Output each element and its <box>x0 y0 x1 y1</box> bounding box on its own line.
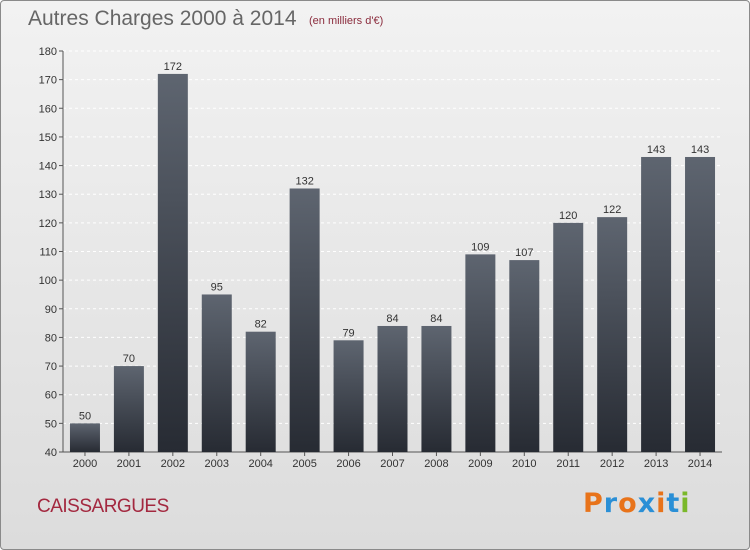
bar-2008 <box>421 325 452 452</box>
bar-2005 <box>289 188 320 452</box>
y-tick-label: 180 <box>39 46 57 58</box>
bars <box>69 73 716 453</box>
x-tick-label-2006: 2006 <box>336 458 360 470</box>
y-tick-label: 130 <box>39 189 57 201</box>
y-tick-label: 90 <box>45 304 57 316</box>
proxiti-logo: Proxiti <box>583 488 691 519</box>
x-tick-label-2010: 2010 <box>512 458 536 470</box>
bar-2011 <box>553 222 584 452</box>
bar-2009 <box>465 254 496 452</box>
bar-2010 <box>509 260 540 452</box>
data-label-2014: 143 <box>691 144 709 156</box>
y-tick-label: 70 <box>45 361 57 373</box>
data-label-2008: 84 <box>430 313 442 325</box>
place-name: CAISSARGUES <box>37 496 169 517</box>
bar-2007 <box>377 325 408 452</box>
y-tick-label: 140 <box>39 161 57 173</box>
data-label-2004: 82 <box>255 319 267 331</box>
x-tick-label-2005: 2005 <box>292 458 316 470</box>
logo-letter: t <box>666 488 681 519</box>
x-tick-label-2007: 2007 <box>380 458 404 470</box>
y-tick-label: 120 <box>39 218 57 230</box>
data-label-2003: 95 <box>211 281 223 293</box>
labels: 40 50 60 70 80 90 100 110 120 130 140 150 160 170 180 5… <box>39 46 713 470</box>
y-tick-label: 60 <box>45 390 57 402</box>
data-label-2005: 132 <box>295 175 313 187</box>
logo-letter: o <box>618 488 638 519</box>
data-label-2001: 70 <box>123 353 135 365</box>
data-label-2000: 50 <box>79 410 91 422</box>
y-tick-label: 110 <box>39 247 57 259</box>
logo-letter: r <box>603 488 619 519</box>
logo-letter: x <box>637 488 657 519</box>
chart-title: Autres Charges 2000 à 2014 <box>28 7 297 30</box>
logo-letter: i <box>680 488 691 519</box>
data-label-2006: 79 <box>342 327 354 339</box>
y-tick-label: 100 <box>39 275 57 287</box>
x-tick-label-2012: 2012 <box>600 458 624 470</box>
x-tick-label-2003: 2003 <box>205 458 229 470</box>
bar-2003 <box>201 294 232 452</box>
y-tick-label: 170 <box>39 75 57 87</box>
bar-2001 <box>113 366 144 452</box>
x-tick-label-2014: 2014 <box>688 458 712 470</box>
data-label-2007: 84 <box>386 313 398 325</box>
bar-2014 <box>685 156 716 452</box>
y-tick-label: 80 <box>45 332 57 344</box>
bar-2000 <box>69 423 100 452</box>
bar-2012 <box>597 217 628 452</box>
bar-2013 <box>641 156 672 452</box>
y-tick-label: 150 <box>39 132 57 144</box>
x-tick-label-2002: 2002 <box>161 458 185 470</box>
bar-2004 <box>245 331 276 452</box>
data-label-2010: 107 <box>515 247 533 259</box>
chart-subtitle: (en milliers d'€) <box>309 15 384 27</box>
data-label-2013: 143 <box>647 144 665 156</box>
data-label-2009: 109 <box>471 241 489 253</box>
x-tick-label-2008: 2008 <box>424 458 448 470</box>
logo-letter: i <box>656 488 667 519</box>
x-tick-label-2000: 2000 <box>73 458 97 470</box>
y-tick-label: 50 <box>45 418 57 430</box>
x-tick-label-2001: 2001 <box>117 458 141 470</box>
x-tick-label-2011: 2011 <box>556 458 580 470</box>
bar-2002 <box>157 73 188 453</box>
bar-2006 <box>333 340 364 452</box>
x-tick-label-2004: 2004 <box>248 458 272 470</box>
x-tick-label-2009: 2009 <box>468 458 492 470</box>
data-label-2011: 120 <box>559 210 577 222</box>
x-tick-label-2013: 2013 <box>644 458 668 470</box>
y-tick-label: 160 <box>39 103 57 115</box>
data-label-2002: 172 <box>164 61 182 73</box>
data-label-2012: 122 <box>603 204 621 216</box>
logo-letter: P <box>583 488 604 519</box>
y-tick-label: 40 <box>45 447 57 459</box>
